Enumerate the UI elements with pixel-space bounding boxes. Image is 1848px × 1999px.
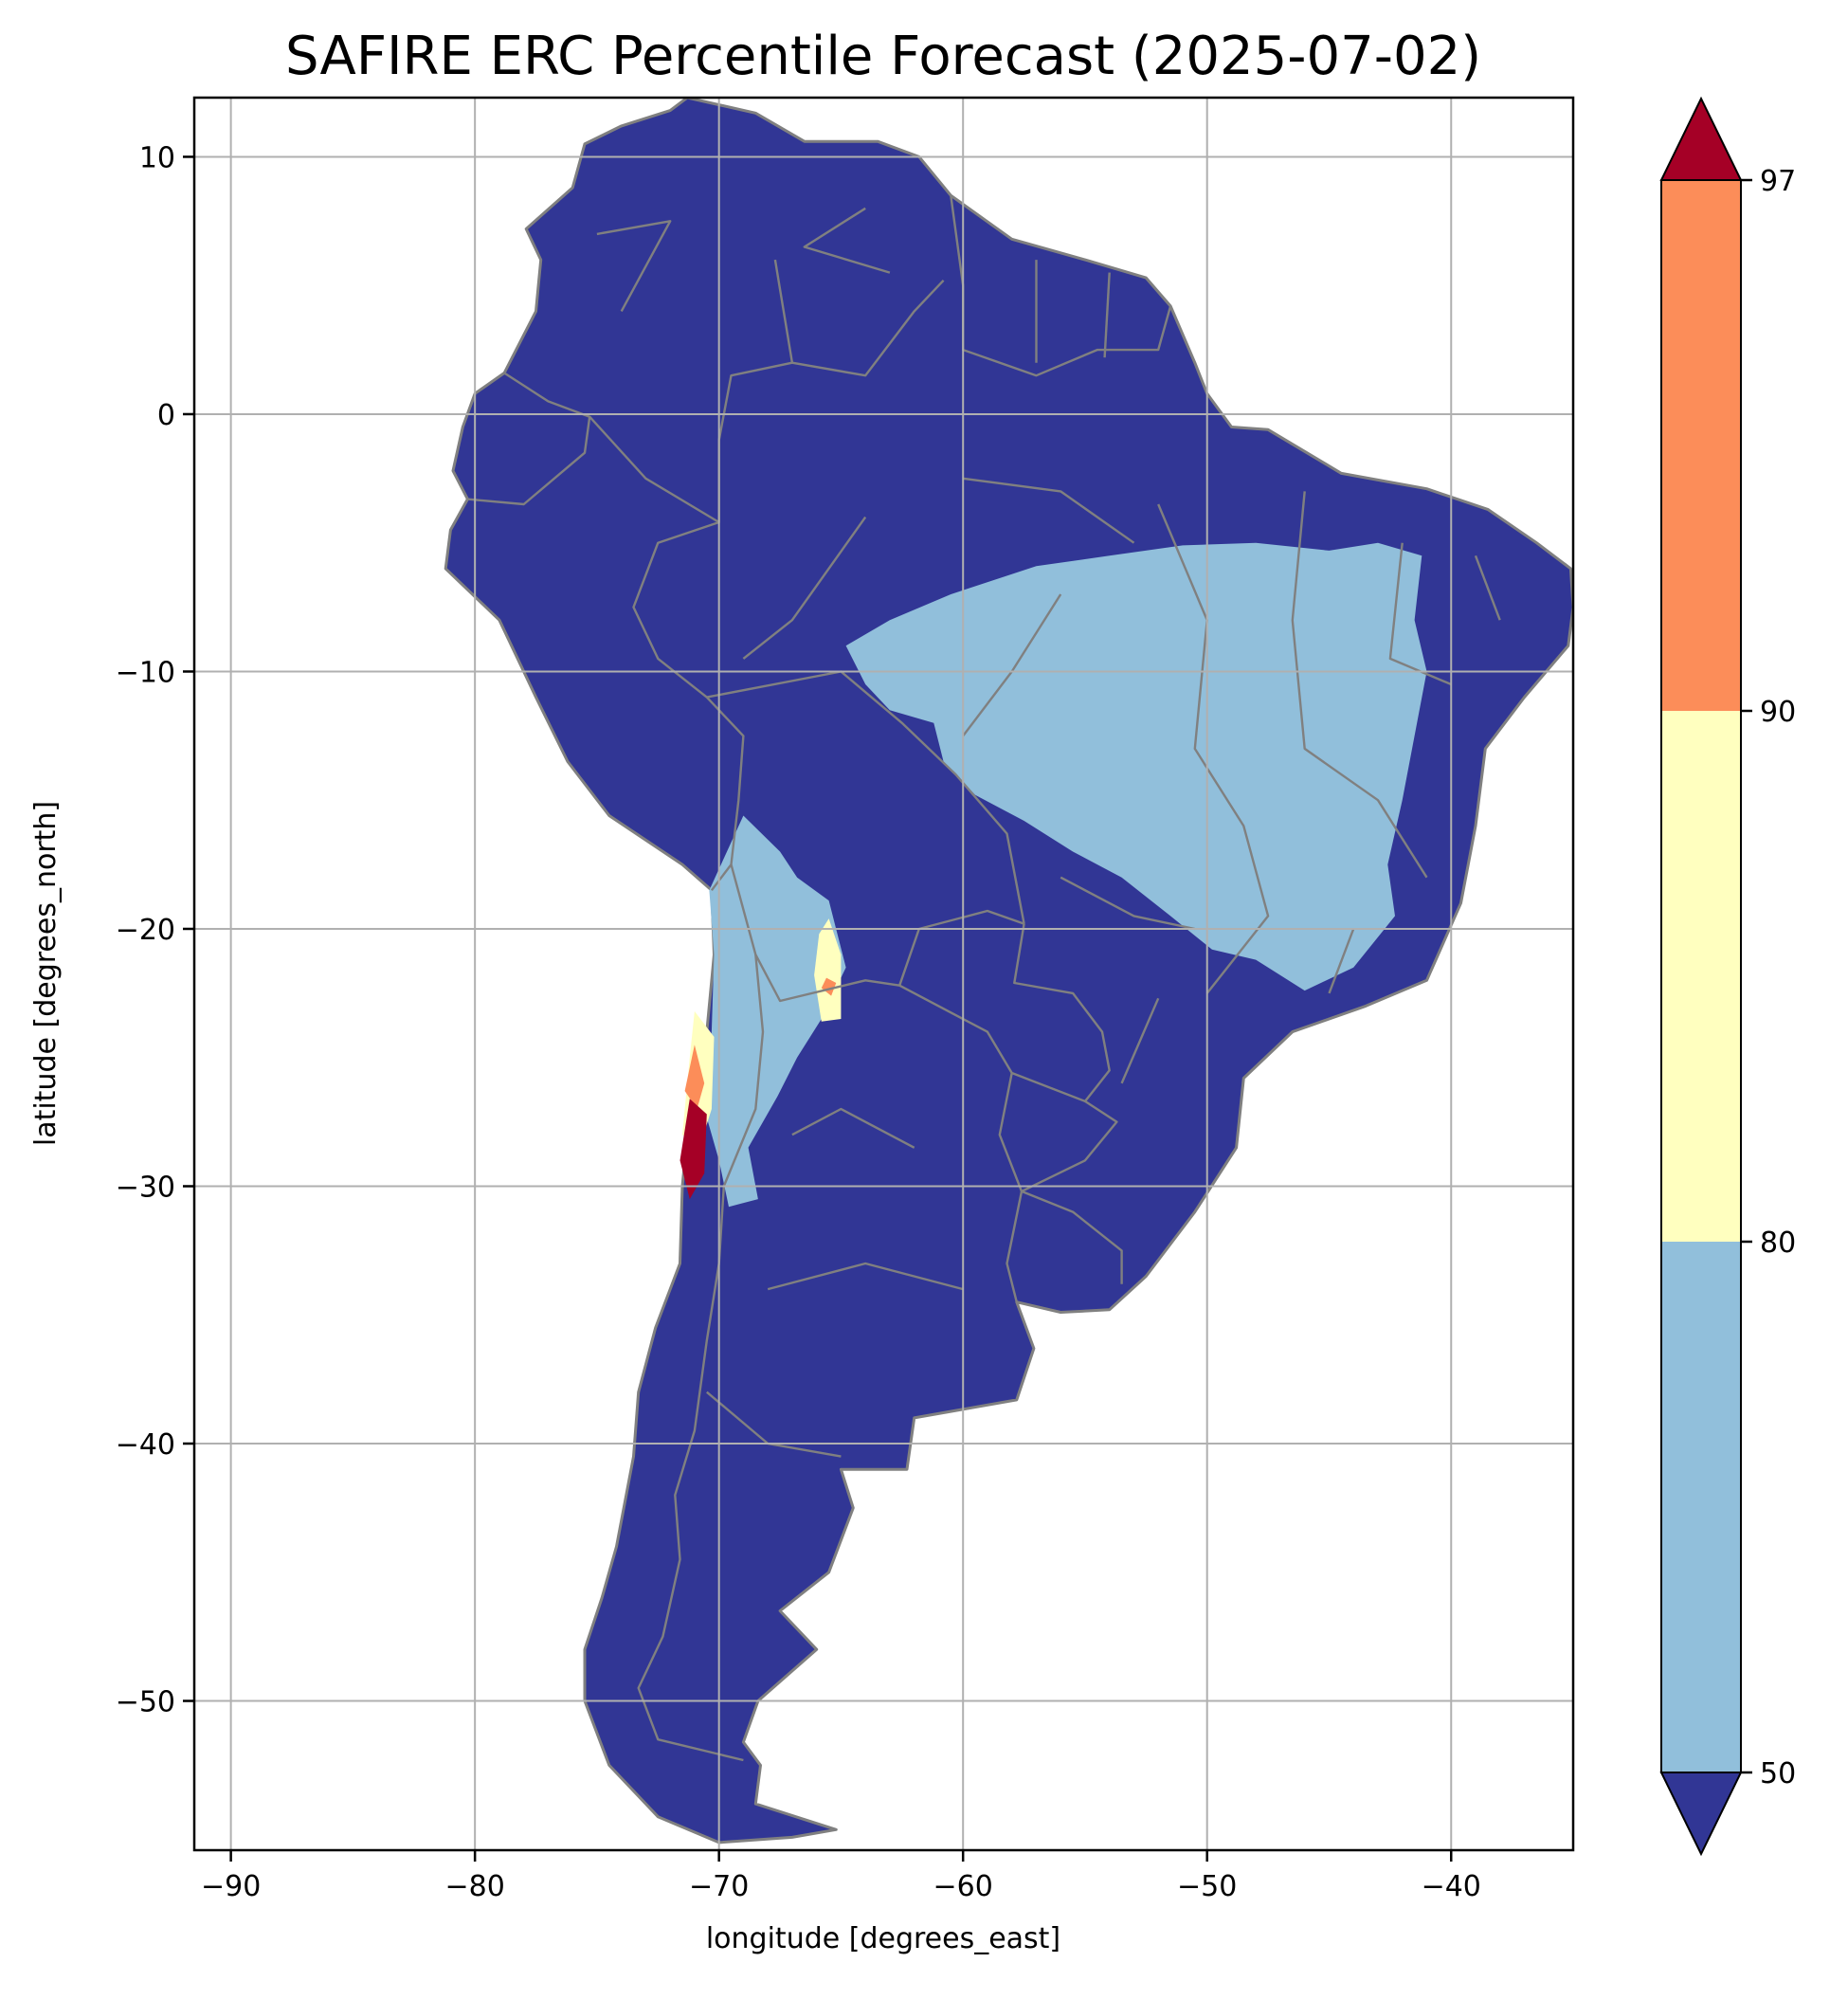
border-line — [1021, 1099, 1118, 1192]
colorbar-under-arrow — [1659, 1772, 1743, 1857]
region-90-97 — [684, 1045, 705, 1109]
border-line — [706, 670, 1025, 924]
y-tick-label: 0 — [157, 399, 175, 432]
x-tick-label: −60 — [933, 1870, 993, 1903]
border-line — [1328, 928, 1355, 994]
colorbar-tick-label: 80 — [1760, 1227, 1796, 1260]
border-line — [898, 923, 1111, 1103]
x-tick-label: −80 — [444, 1870, 504, 1903]
border-line — [467, 372, 591, 506]
border-line — [791, 1107, 915, 1149]
border-line — [803, 207, 891, 274]
border-line — [637, 954, 765, 1762]
region-50-80 — [845, 542, 1427, 991]
x-tick-label: −40 — [1422, 1870, 1481, 1903]
border-line — [742, 516, 867, 660]
colorbar-bin — [1661, 711, 1741, 1242]
y-axis-ticks: 10 0 −10 −20 −30 −40 −50 — [116, 141, 194, 1719]
x-axis-label: longitude [degrees_east] — [706, 1922, 1060, 1955]
region--97 — [679, 1099, 707, 1200]
x-tick-label: −70 — [689, 1870, 749, 1903]
y-tick-label: −50 — [116, 1686, 175, 1719]
colorbar-tick-label: 90 — [1760, 696, 1796, 729]
border-lines — [467, 195, 1501, 1762]
border-line — [767, 1262, 964, 1291]
colorbar-frame — [1660, 179, 1742, 1773]
border-line — [1474, 554, 1501, 621]
border-line — [596, 220, 672, 312]
colorbar-tick-label: 97 — [1760, 165, 1796, 198]
continent-land — [444, 98, 1573, 1845]
colorbar-tick-label: 50 — [1760, 1757, 1796, 1790]
border-line — [1120, 997, 1160, 1084]
x-axis-ticks: −90 −80 −70 −60 −50 −40 — [201, 1850, 1481, 1903]
axes-frame — [192, 96, 1575, 1852]
colorbar-over-arrow — [1659, 96, 1743, 181]
y-axis-label: latitude [degrees_north] — [29, 801, 63, 1146]
y-tick-label: −40 — [116, 1428, 175, 1462]
region-80-90 — [814, 918, 842, 1022]
y-tick-label: −30 — [116, 1171, 175, 1204]
border-line — [773, 259, 945, 377]
map-axes: −90 −80 −70 −60 −50 −40 10 0 −10 −20 −30 −40 −50 — [116, 96, 1575, 1903]
border-line — [1060, 876, 1196, 931]
land-layer — [444, 98, 1573, 1845]
y-tick-label: −20 — [116, 914, 175, 947]
border-line — [1388, 542, 1452, 686]
x-tick-label: −90 — [201, 1870, 261, 1903]
border-line — [1291, 491, 1428, 879]
border-line — [963, 477, 1135, 544]
y-tick-label: 10 — [139, 141, 175, 174]
region-90-97 — [821, 977, 837, 996]
colorbar-bin — [1661, 180, 1741, 711]
border-line — [1021, 1190, 1123, 1284]
y-tick-label: −10 — [116, 656, 175, 689]
border-line — [1103, 272, 1111, 358]
colorbar: 50 80 90 97 — [1659, 96, 1796, 1857]
percentile-regions — [679, 542, 1427, 1208]
region-50-80 — [704, 815, 846, 1208]
gridlines — [194, 98, 1573, 1850]
x-tick-label: −50 — [1177, 1870, 1237, 1903]
colorbar-bin — [1661, 1242, 1741, 1772]
border-line — [730, 863, 1024, 1003]
chart-title: SAFIRE ERC Percentile Forecast (2025-07-… — [285, 26, 1481, 87]
